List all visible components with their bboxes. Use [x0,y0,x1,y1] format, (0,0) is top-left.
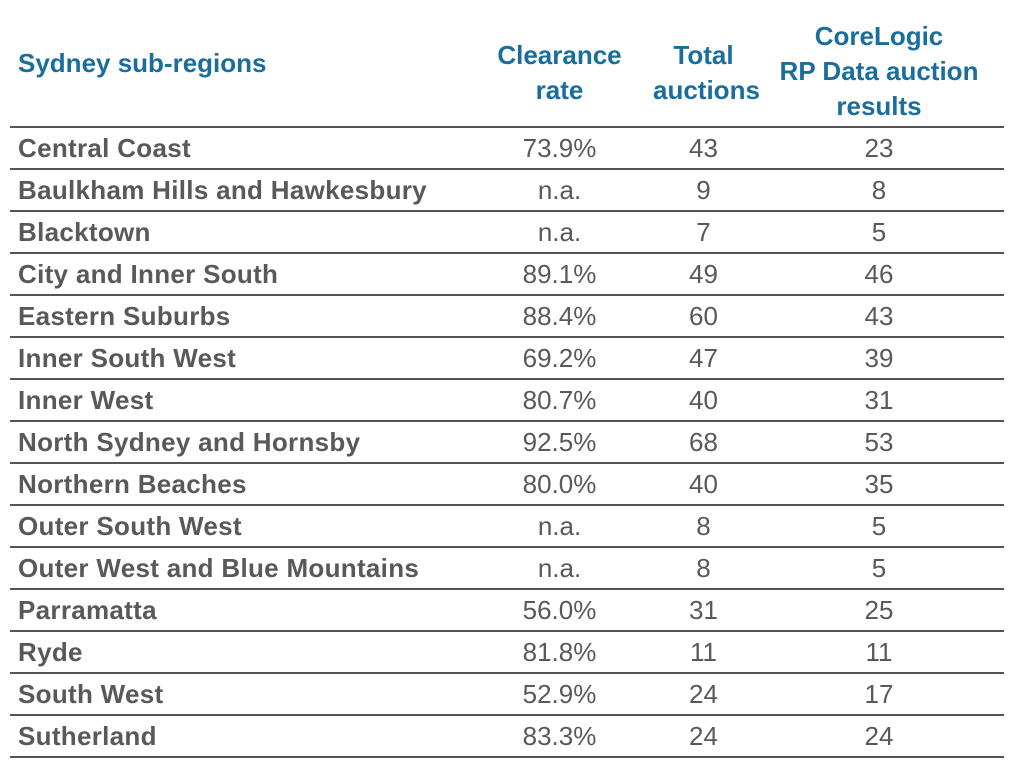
region-cell: Inner West [10,379,466,422]
header-clearance-rate-line-1: Clearance [497,40,622,70]
auction-results-cell: 53 [754,421,1004,464]
region-cell: Blacktown [10,211,466,254]
header-auction-results-line-1: CoreLogic [814,21,944,51]
table-row: Outer West and Blue Mountains n.a. 8 5 [10,547,1004,590]
header-region: Sydney sub-regions [10,0,466,128]
header-total-auctions-line-2: auctions [653,75,760,105]
table-header: Sydney sub-regions Clearance rate Total … [10,0,1004,128]
total-auctions-cell: 8 [653,505,754,548]
auction-results-cell: 8 [754,169,1004,212]
table-row: Sutherland 83.3% 24 24 [10,715,1004,758]
header-auction-results-line-3: results [836,91,922,121]
clearance-rate-cell: n.a. [466,211,653,254]
total-auctions-cell: 24 [653,673,754,716]
table-row: Ryde 81.8% 11 11 [10,631,1004,674]
table-row: Inner South West 69.2% 47 39 [10,337,1004,380]
auction-results-table: Sydney sub-regions Clearance rate Total … [10,0,1004,758]
region-cell: Outer South West [10,505,466,548]
auction-results-cell: 5 [754,547,1004,590]
header-total-auctions: Total auctions [653,0,760,128]
table-row: Northern Beaches 80.0% 40 35 [10,463,1004,506]
region-cell: Inner South West [10,337,466,380]
total-auctions-cell: 9 [653,169,754,212]
table-row: Inner West 80.7% 40 31 [10,379,1004,422]
auction-results-cell: 5 [754,211,1004,254]
table-row: Outer South West n.a. 8 5 [10,505,1004,548]
table-row: South West 52.9% 24 17 [10,673,1004,716]
table-body: Central Coast 73.9% 43 23 Baulkham Hills… [10,127,1004,758]
region-cell: City and Inner South [10,253,466,296]
clearance-rate-cell: n.a. [466,547,653,590]
clearance-rate-cell: 81.8% [466,631,653,674]
total-auctions-cell: 11 [653,631,754,674]
auction-results-cell: 35 [754,463,1004,506]
table-row: City and Inner South 89.1% 49 46 [10,253,1004,296]
region-cell: North Sydney and Hornsby [10,421,466,464]
header-region-label: Sydney sub-regions [18,47,267,78]
table-row: Parramatta 56.0% 31 25 [10,589,1004,632]
clearance-rate-cell: 92.5% [466,421,653,464]
clearance-rate-cell: 80.7% [466,379,653,422]
total-auctions-cell: 49 [653,253,754,296]
clearance-rate-cell: 80.0% [466,463,653,506]
region-cell: Ryde [10,631,466,674]
total-auctions-cell: 43 [653,127,754,170]
clearance-rate-cell: 88.4% [466,295,653,338]
clearance-rate-cell: 52.9% [466,673,653,716]
total-auctions-cell: 8 [653,547,754,590]
total-auctions-cell: 40 [653,379,754,422]
region-cell: Northern Beaches [10,463,466,506]
header-total-auctions-line-1: Total [673,40,734,70]
clearance-rate-cell: 69.2% [466,337,653,380]
region-cell: Outer West and Blue Mountains [10,547,466,590]
auction-results-cell: 46 [754,253,1004,296]
total-auctions-cell: 60 [653,295,754,338]
header-row: Sydney sub-regions Clearance rate Total … [10,0,1004,128]
clearance-rate-cell: n.a. [466,505,653,548]
region-cell: Sutherland [10,715,466,758]
auction-results-table-container: Sydney sub-regions Clearance rate Total … [10,0,1006,758]
clearance-rate-cell: 83.3% [466,715,653,758]
header-clearance-rate-line-2: rate [535,75,584,105]
table-row: North Sydney and Hornsby 92.5% 68 53 [10,421,1004,464]
auction-results-cell: 24 [754,715,1004,758]
total-auctions-cell: 47 [653,337,754,380]
auction-results-cell: 11 [754,631,1004,674]
clearance-rate-cell: n.a. [466,169,653,212]
auction-results-cell: 39 [754,337,1004,380]
header-auction-results-line-2: RP Data auction [779,56,979,86]
total-auctions-cell: 7 [653,211,754,254]
header-clearance-rate: Clearance rate [466,0,653,128]
clearance-rate-cell: 89.1% [466,253,653,296]
region-cell: Eastern Suburbs [10,295,466,338]
table-row: Eastern Suburbs 88.4% 60 43 [10,295,1004,338]
header-auction-results: CoreLogic RP Data auction results [754,0,1004,128]
clearance-rate-cell: 56.0% [466,589,653,632]
auction-results-cell: 25 [754,589,1004,632]
region-cell: Parramatta [10,589,466,632]
table-row: Central Coast 73.9% 43 23 [10,127,1004,170]
region-cell: South West [10,673,466,716]
total-auctions-cell: 24 [653,715,754,758]
region-cell: Central Coast [10,127,466,170]
table-row: Baulkham Hills and Hawkesbury n.a. 9 8 [10,169,1004,212]
auction-results-cell: 17 [754,673,1004,716]
auction-results-cell: 5 [754,505,1004,548]
clearance-rate-cell: 73.9% [466,127,653,170]
total-auctions-cell: 40 [653,463,754,506]
total-auctions-cell: 31 [653,589,754,632]
auction-results-cell: 31 [754,379,1004,422]
total-auctions-cell: 68 [653,421,754,464]
table-row: Blacktown n.a. 7 5 [10,211,1004,254]
region-cell: Baulkham Hills and Hawkesbury [10,169,466,212]
auction-results-cell: 23 [754,127,1004,170]
auction-results-cell: 43 [754,295,1004,338]
